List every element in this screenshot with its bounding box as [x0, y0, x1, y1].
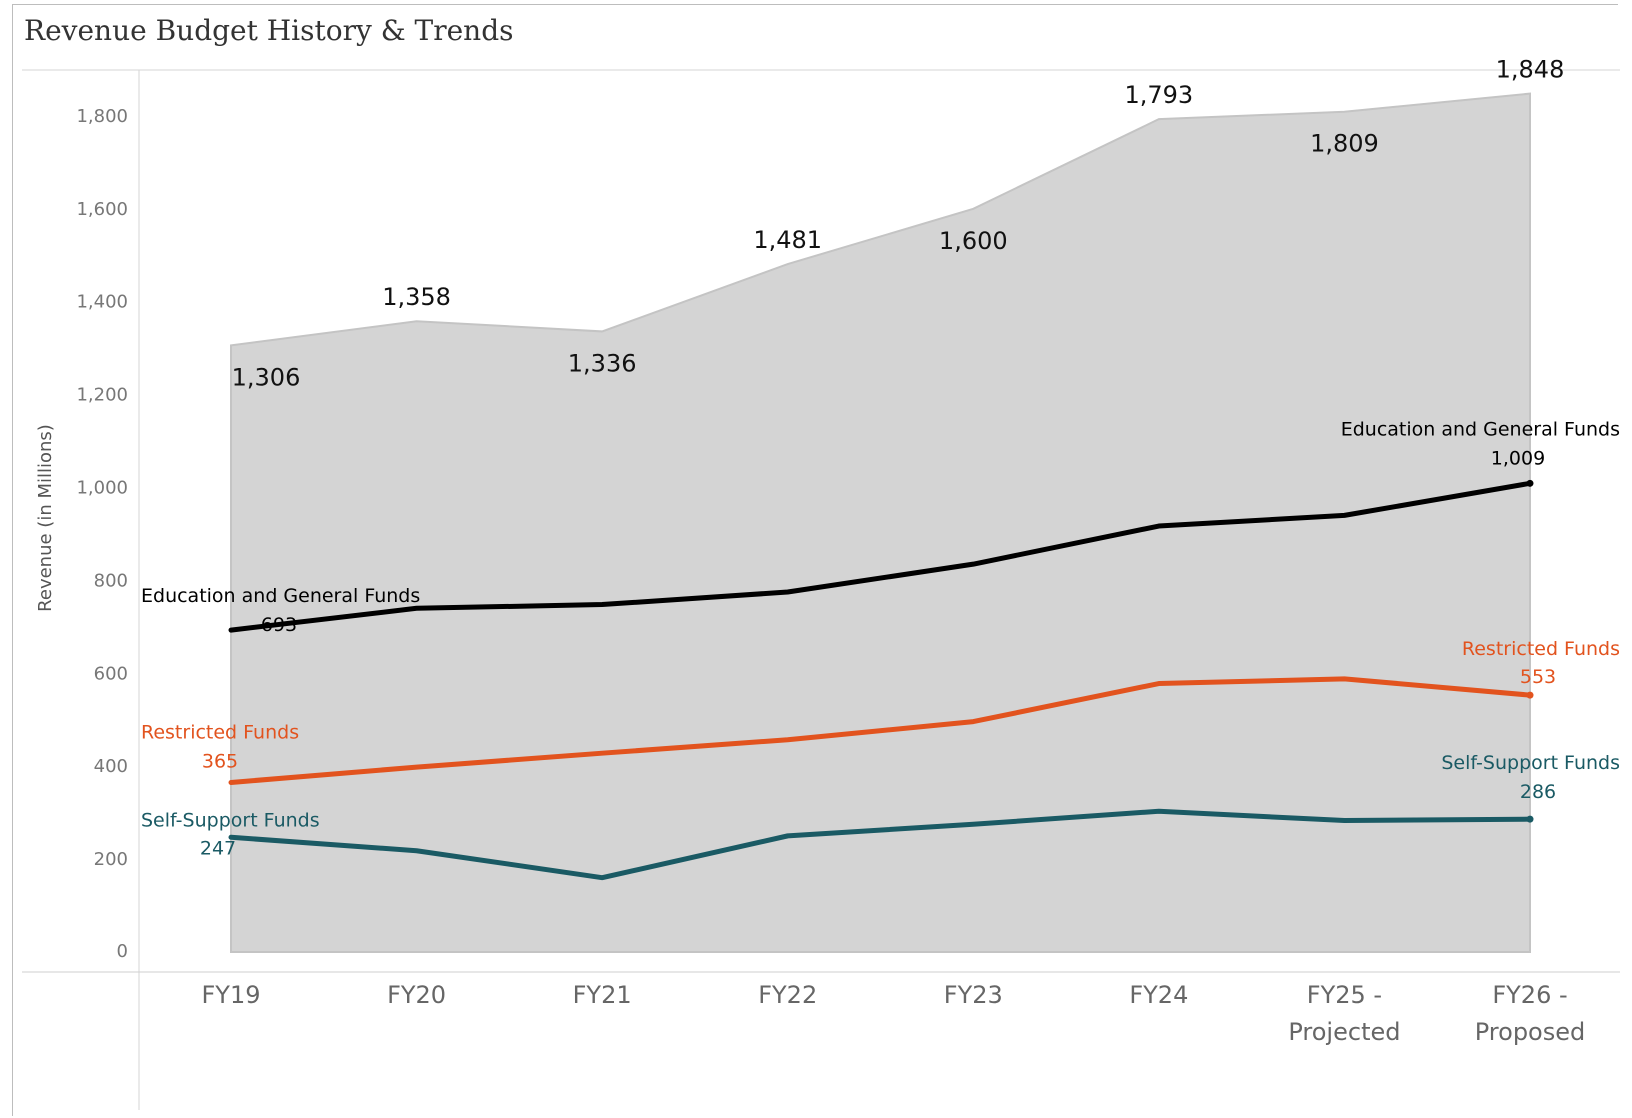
total-value-label: 1,848 — [1496, 56, 1565, 84]
series-end-name-label: Education and General Funds — [1341, 418, 1620, 440]
series-line — [228, 676, 1533, 785]
series-start-name-label: Self-Support Funds — [141, 809, 320, 831]
series-end-point — [1526, 691, 1534, 699]
series-end-point — [1526, 479, 1534, 487]
x-tick-label: FY22 — [758, 981, 817, 1009]
series-start-name-label: Restricted Funds — [141, 721, 299, 743]
data-labels: 1,306 1,358 1,336 1,481 1,600 1,793 1,809 1,848… — [141, 56, 1620, 860]
chart-frame — [12, 4, 1618, 1116]
x-tick-label: FY26 - — [1492, 981, 1567, 1009]
x-tick-label: FY21 — [573, 981, 632, 1009]
series-end-point — [1526, 815, 1534, 823]
y-tick-label: 1,200 — [76, 385, 128, 406]
series-start-name-label: Education and General Funds — [141, 585, 420, 607]
total-value-label: 1,336 — [568, 349, 637, 377]
x-tick-label: Projected — [1288, 1018, 1400, 1046]
series-lines — [228, 479, 1534, 881]
x-tick-label: Proposed — [1475, 1018, 1586, 1046]
series-end-name-label: Restricted Funds — [1462, 638, 1620, 660]
x-tick-label: FY20 — [387, 981, 446, 1009]
total-value-label: 1,600 — [939, 227, 1008, 255]
axes: 0 200 400 600 800 1,000 1,200 1,400 1,600 1,800 Re… — [22, 69, 1620, 1110]
y-tick-label: 1,000 — [76, 478, 128, 499]
chart-title: Revenue Budget History & Trends — [24, 14, 514, 47]
total-value-label: 1,809 — [1310, 130, 1379, 158]
y-tick-label: 800 — [94, 570, 128, 591]
series-end-value-label: 286 — [1520, 781, 1556, 803]
total-revenue-area — [230, 92, 1531, 953]
total-area — [230, 92, 1531, 953]
total-value-label: 1,306 — [232, 363, 301, 391]
x-tick-label: FY24 — [1129, 981, 1188, 1009]
y-tick-label: 400 — [94, 756, 128, 777]
y-tick-label: 1,800 — [76, 106, 128, 127]
series-end-value-label: 553 — [1520, 666, 1556, 688]
total-value-label: 1,793 — [1124, 81, 1193, 109]
total-value-label: 1,358 — [382, 283, 451, 311]
y-tick-label: 1,600 — [76, 199, 128, 220]
x-tick-label: FY23 — [944, 981, 1003, 1009]
series-line — [228, 808, 1533, 881]
series-line — [228, 480, 1533, 633]
series-end-name-label: Self-Support Funds — [1441, 752, 1620, 774]
y-tick-label: 200 — [94, 849, 128, 870]
series-start-value-label: 365 — [202, 750, 238, 772]
x-tick-label: FY19 — [201, 981, 260, 1009]
total-value-label: 1,481 — [753, 226, 822, 254]
y-tick-label: 1,400 — [76, 292, 128, 313]
series-start-value-label: 247 — [200, 837, 236, 859]
y-tick-label: 0 — [117, 941, 128, 962]
series-end-value-label: 1,009 — [1491, 447, 1545, 469]
x-tick-label: FY25 - — [1307, 981, 1382, 1009]
series-start-value-label: 693 — [261, 614, 297, 636]
y-tick-label: 600 — [94, 663, 128, 684]
y-axis-title: Revenue (in Millions) — [35, 424, 56, 612]
